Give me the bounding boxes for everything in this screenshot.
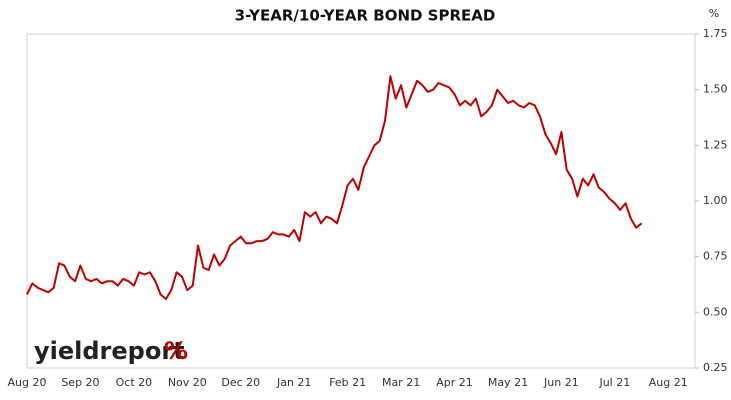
x-tick-label: Aug 21 — [649, 376, 688, 389]
x-tick-label: Aug 20 — [8, 376, 47, 389]
line — [26, 75, 643, 300]
x-tick-label: Jun 21 — [543, 376, 579, 389]
y-tick-label: 1.50 — [703, 83, 728, 96]
x-tick-label: Apr 21 — [436, 376, 473, 389]
y-tick-label: 0.25 — [703, 361, 728, 374]
y-unit: % — [709, 7, 719, 20]
chart-title: 3-YEAR/10-YEAR BOND SPREAD — [235, 7, 496, 25]
y-tick-label: 1.75 — [703, 27, 728, 40]
x-tick-label: Nov 20 — [168, 376, 207, 389]
y-tick-label: 0.75 — [703, 250, 728, 263]
x-tick-label: Feb 21 — [329, 376, 366, 389]
x-tick-label: Sep 20 — [61, 376, 99, 389]
logo-mark: % — [164, 337, 188, 365]
plot-frame — [26, 33, 696, 369]
logo: yieldreport — [34, 337, 185, 365]
x-tick-label: Jan 21 — [276, 376, 311, 389]
x-tick-label: Mar 21 — [382, 376, 420, 389]
y-tick-label: 1.25 — [703, 138, 728, 151]
x-tick-label: Jul 21 — [598, 376, 630, 389]
x-tick-label: May 21 — [488, 376, 528, 389]
y-tick-label: 0.50 — [703, 305, 728, 318]
y-tick-label: 1.00 — [703, 194, 728, 207]
x-tick-label: Oct 20 — [116, 376, 153, 389]
x-tick-label: Dec 20 — [221, 376, 260, 389]
